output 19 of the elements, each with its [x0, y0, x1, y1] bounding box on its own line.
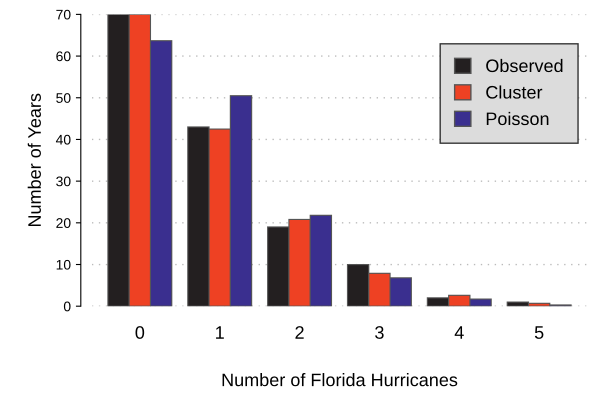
- legend-label: Poisson: [486, 112, 548, 126]
- y-tick-label: 20: [56, 218, 71, 228]
- x-tick-label: 1: [216, 326, 224, 339]
- legend-label: Observed: [486, 58, 562, 72]
- x-tick-label: 5: [534, 326, 544, 339]
- y-tick-label: 30: [56, 176, 71, 186]
- y-tick-label: 50: [56, 93, 71, 103]
- y-tick-label: 60: [56, 51, 71, 62]
- y-tick-label: 10: [56, 260, 71, 270]
- y-tick-label: 40: [56, 134, 71, 145]
- y-tick-label: 0: [64, 302, 71, 312]
- x-tick-label: 4: [454, 326, 464, 339]
- x-tick-label: 2: [295, 326, 304, 339]
- x-tick-label: 3: [375, 326, 384, 339]
- y-axis-title: Number of Years: [28, 94, 41, 226]
- x-tick-label: 0: [136, 326, 144, 339]
- legend-label: Cluster: [486, 85, 542, 99]
- y-tick-label: 70: [56, 10, 71, 20]
- x-axis-title: Number of Florida Hurricanes: [222, 373, 458, 386]
